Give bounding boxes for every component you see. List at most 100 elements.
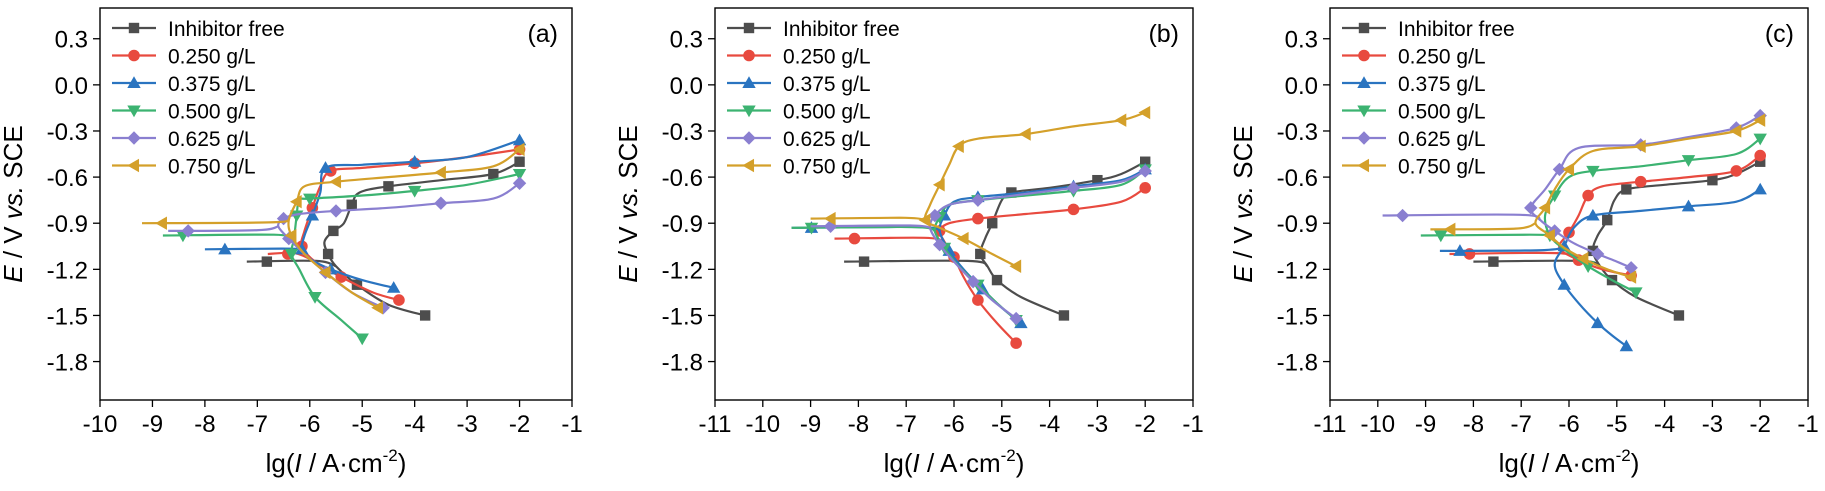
data-point bbox=[1586, 208, 1600, 221]
legend-marker bbox=[1357, 76, 1371, 89]
data-point bbox=[514, 156, 525, 167]
series-line bbox=[1439, 182, 1767, 352]
x-tick-label: -6 bbox=[1558, 411, 1579, 438]
x-tick-label: -4 bbox=[404, 411, 425, 438]
data-point bbox=[218, 242, 232, 255]
series-curve bbox=[928, 169, 1146, 320]
legend-marker bbox=[1358, 22, 1370, 34]
x-tick-label: -8 bbox=[194, 411, 215, 438]
y-tick-label: -1.5 bbox=[1277, 303, 1318, 330]
series-curve bbox=[287, 148, 521, 309]
y-tick-label: -0.3 bbox=[47, 119, 88, 146]
data-point bbox=[434, 196, 448, 210]
legend-marker bbox=[1357, 105, 1371, 118]
legend-marker bbox=[1358, 49, 1370, 62]
data-point bbox=[284, 248, 299, 261]
plot-frame bbox=[99, 7, 573, 401]
x-tick-label: -8 bbox=[1463, 411, 1484, 438]
data-point bbox=[1395, 208, 1410, 223]
data-point bbox=[1590, 247, 1605, 261]
data-point bbox=[1753, 108, 1767, 123]
panel-label: (c) bbox=[1765, 20, 1794, 48]
data-point bbox=[488, 168, 499, 180]
legend-item: 0.750 g/L bbox=[112, 156, 256, 179]
y-tick-label: -1.8 bbox=[662, 350, 703, 377]
legend-item: 0.250 g/L bbox=[112, 46, 256, 69]
series-line bbox=[1473, 156, 1766, 321]
y-tick-label: -0.3 bbox=[662, 119, 703, 146]
x-tick-label: -9 bbox=[142, 411, 163, 438]
y-tick-label: 0.3 bbox=[1285, 27, 1318, 54]
data-point bbox=[1673, 310, 1685, 321]
data-point bbox=[848, 232, 861, 245]
x-tick-label: -10 bbox=[745, 411, 780, 438]
legend-label: 0.500 g/L bbox=[1398, 101, 1486, 124]
y-axis-label: E / V vs. SCE bbox=[0, 125, 28, 283]
data-point bbox=[318, 265, 331, 280]
data-point bbox=[305, 208, 320, 221]
data-point bbox=[393, 294, 405, 306]
y-tick-label: -0.3 bbox=[1277, 119, 1318, 146]
y-tick-label: -0.6 bbox=[662, 165, 703, 192]
data-point bbox=[928, 208, 942, 223]
legend-label: 0.375 g/L bbox=[783, 73, 871, 96]
series-line bbox=[810, 164, 1152, 326]
y-axis-label: E / V vs. SCE bbox=[1228, 125, 1258, 283]
legend-label: 0.375 g/L bbox=[168, 73, 256, 96]
legend-item: Inhibitor free bbox=[727, 18, 900, 41]
data-point bbox=[1590, 316, 1605, 329]
data-point bbox=[1067, 203, 1080, 216]
data-point bbox=[1014, 316, 1028, 329]
data-point bbox=[295, 242, 309, 255]
x-tick-label: -9 bbox=[1415, 411, 1436, 438]
data-point bbox=[329, 204, 343, 218]
legend-item: 0.500 g/L bbox=[112, 101, 256, 124]
x-tick-label: -2 bbox=[509, 411, 530, 438]
x-tick-label: -3 bbox=[1702, 411, 1723, 438]
legend-item: 0.750 g/L bbox=[727, 156, 871, 179]
legend-label: 0.250 g/L bbox=[1398, 46, 1486, 69]
legend-marker bbox=[127, 76, 141, 89]
data-point bbox=[1753, 182, 1767, 195]
legend-label: 0.375 g/L bbox=[1398, 73, 1486, 96]
x-tick-label: -2 bbox=[1750, 411, 1771, 438]
data-point bbox=[932, 178, 945, 192]
x-tick-label: -8 bbox=[848, 411, 869, 438]
data-point bbox=[1602, 214, 1613, 226]
data-point bbox=[322, 248, 334, 260]
series-tail bbox=[791, 225, 936, 232]
legend-marker bbox=[743, 22, 755, 34]
panel-label: (a) bbox=[527, 20, 558, 48]
series-line bbox=[1430, 113, 1766, 284]
data-point bbox=[1576, 251, 1589, 266]
chart-panel: -11 -10 -9 -8 -7 -6 -5 -4 -3 -2 -1 0.3 0.0 -0.3 -0.6 -0… bbox=[613, 7, 1204, 478]
series-line bbox=[162, 168, 527, 346]
legend-item: 0.625 g/L bbox=[1342, 128, 1486, 151]
x-tick-label: -1 bbox=[561, 411, 582, 438]
data-point bbox=[308, 291, 322, 304]
data-point bbox=[1586, 165, 1600, 178]
data-point bbox=[407, 155, 422, 167]
data-point bbox=[1634, 139, 1646, 154]
data-point bbox=[991, 274, 1003, 286]
x-tick-label: -10 bbox=[83, 411, 118, 438]
y-tick-label: -0.9 bbox=[662, 211, 703, 238]
series-line bbox=[834, 182, 1151, 349]
data-point bbox=[289, 194, 302, 209]
data-point bbox=[1624, 261, 1638, 275]
y-tick-label: -1.8 bbox=[1277, 350, 1318, 377]
y-tick-label: 0.0 bbox=[670, 73, 703, 100]
x-tick-label: -5 bbox=[991, 411, 1012, 438]
x-tick-label: -7 bbox=[896, 411, 917, 438]
data-point bbox=[1058, 310, 1070, 321]
legend-marker bbox=[128, 22, 140, 34]
y-tick-label: 0.3 bbox=[55, 27, 88, 54]
data-point bbox=[383, 181, 394, 192]
data-point bbox=[318, 161, 333, 173]
x-tick-label: -9 bbox=[800, 411, 821, 438]
x-tick-label: -3 bbox=[1087, 411, 1108, 438]
y-tick-label: -1.5 bbox=[47, 303, 88, 330]
y-axis-label: E / V vs. SCE bbox=[613, 125, 643, 283]
legend-marker bbox=[127, 158, 140, 173]
data-point bbox=[1619, 339, 1634, 352]
